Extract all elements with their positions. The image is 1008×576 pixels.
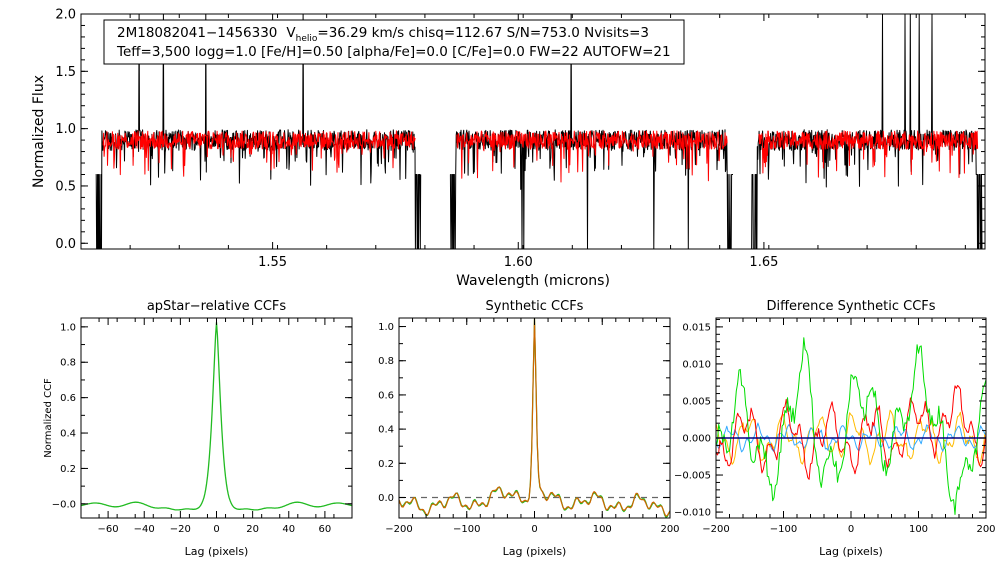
y-tick-label: 0.8 [378, 356, 394, 367]
annotation-object: 2M18082041−1456330 [117, 25, 277, 41]
model-spectrum-chip-2 [456, 130, 728, 183]
y-tick-label: 0.0 [55, 237, 76, 252]
x-tick-label: −200 [702, 524, 729, 535]
difference-ccf-xlabel: Lag (pixels) [819, 545, 883, 558]
x-tick-label: 40 [282, 524, 295, 535]
y-tick-label: 0.6 [378, 390, 394, 401]
synthetic-ccf-curve-2 [398, 318, 671, 517]
synthetic-ccf-frame [398, 317, 671, 519]
x-tick-label: 0 [213, 524, 219, 535]
synthetic-ccf-title: Synthetic CCFs [486, 299, 584, 314]
y-tick-label: 0.4 [60, 429, 76, 440]
synthetic-ccf-lines [398, 318, 671, 518]
y-tick-label: 1.0 [55, 122, 76, 137]
difference-ccf-panel: −200 −100 0 100 200 −0.010 −0.005 0.000 0.005 0.0… [674, 299, 996, 558]
y-tick-label: −0.005 [674, 471, 711, 482]
spectrum-frame [80, 13, 986, 250]
x-tick-label: 1.55 [258, 255, 287, 270]
y-tick-label: 1.5 [55, 65, 76, 80]
difference-ccf-curve-3 [715, 385, 987, 480]
y-tick-label: −0.0 [52, 499, 76, 510]
y-tick-label: 0.8 [60, 358, 76, 369]
synthetic-ccf-xlabel: Lag (pixels) [503, 545, 567, 558]
apstar-ccf-ticks: −60 −40 −20 0 20 40 60 −0.0 0.2 0.4 0.6 0.8 1.0 [52, 318, 353, 535]
difference-ccf-title: Difference Synthetic CCFs [766, 299, 935, 314]
synthetic-ccf-ticks: −200 −100 0 100 200 0.0 0.2 0.4 0.6 0.8 1.0 [378, 318, 680, 535]
difference-ccf-curve-1 [715, 409, 987, 466]
difference-ccf-curve-4 [715, 337, 987, 515]
y-tick-label: 0.2 [60, 464, 76, 475]
spectrum-panel: 1.55 1.60 1.65 0.0 0.5 1.0 1.5 2.0 Wavelength (… [31, 8, 986, 289]
difference-ccf-lines [715, 337, 987, 515]
annotation-line-1: 2M18082041−1456330 Vhelio=36.29 km/s chis… [117, 25, 649, 44]
apstar-ccf-curve [80, 321, 353, 511]
y-tick-label: 0.5 [55, 180, 76, 195]
x-tick-label: −20 [170, 524, 191, 535]
x-tick-label: 0 [531, 524, 537, 535]
x-tick-label: 60 [319, 524, 332, 535]
synthetic-ccf-curve-1 [398, 318, 671, 518]
annotation-line-2: Teff=3,500 logg=1.0 [Fe/H]=0.50 [alpha/F… [116, 44, 671, 60]
spectrum-ticks: 1.55 1.60 1.65 0.0 0.5 1.0 1.5 2.0 [55, 8, 985, 270]
apstar-ccf-lines [80, 321, 353, 511]
annotation-sub: helio [296, 34, 318, 44]
x-tick-label: 0 [848, 524, 854, 535]
y-tick-label: 0.005 [682, 396, 711, 407]
y-tick-label: 0.000 [682, 434, 711, 445]
x-tick-label: 200 [976, 524, 995, 535]
y-tick-label: 0.6 [60, 393, 76, 404]
y-tick-label: 0.015 [682, 322, 711, 333]
x-tick-label: −200 [385, 524, 412, 535]
x-tick-label: 100 [909, 524, 928, 535]
x-tick-label: 1.65 [749, 255, 778, 270]
apstar-ccf-panel: −60 −40 −20 0 20 40 60 −0.0 0.2 0.4 0.6 0.8 1.0 apSt… [43, 299, 353, 558]
annotation-box [103, 19, 685, 65]
x-tick-label: 200 [660, 524, 679, 535]
apstar-ccf-title: apStar−relative CCFs [147, 299, 287, 314]
y-tick-label: 1.0 [378, 322, 394, 333]
x-tick-label: 20 [246, 524, 259, 535]
synthetic-ccf-panel: −200 −100 0 100 200 0.0 0.2 0.4 0.6 0.8 1.0 Synthe… [378, 299, 679, 558]
annotation-rest: =36.29 km/s chisq=112.67 S/N=753.0 Nvisi… [317, 25, 649, 41]
y-tick-label: 0.2 [378, 459, 394, 470]
spectrum-xlabel: Wavelength (microns) [456, 273, 610, 289]
y-tick-label: 0.0 [378, 493, 394, 504]
x-tick-label: −60 [98, 524, 119, 535]
x-tick-label: −100 [453, 524, 480, 535]
y-tick-label: 1.0 [60, 322, 76, 333]
observed-spectrum-chip-3 [751, 13, 983, 250]
y-tick-label: 0.010 [682, 359, 711, 370]
apstar-ccf-frame [80, 317, 353, 519]
spectrum-lines [95, 13, 983, 250]
x-tick-label: −100 [770, 524, 797, 535]
annotation-v: V [286, 25, 296, 41]
apstar-ccf-xlabel: Lag (pixels) [185, 545, 249, 558]
spectrum-annotation: 2M18082041−1456330 Vhelio=36.29 km/s chis… [103, 19, 685, 65]
model-spectrum-chip-3 [758, 130, 979, 178]
y-tick-label: 2.0 [55, 8, 76, 23]
observed-spectrum-chip-2 [449, 13, 733, 250]
model-spectrum-chip-1 [102, 130, 416, 177]
y-tick-label: 0.4 [378, 425, 394, 436]
difference-ccf-ticks: −200 −100 0 100 200 −0.010 −0.005 0.000 0.005 0.0… [674, 318, 996, 535]
y-tick-label: −0.010 [674, 508, 711, 519]
apstar-ccf-ylabel: Normalized CCF [43, 378, 54, 458]
x-tick-label: 100 [593, 524, 612, 535]
x-tick-label: −40 [134, 524, 155, 535]
spectrum-ylabel: Normalized Flux [31, 75, 47, 188]
x-tick-label: 1.60 [504, 255, 533, 270]
